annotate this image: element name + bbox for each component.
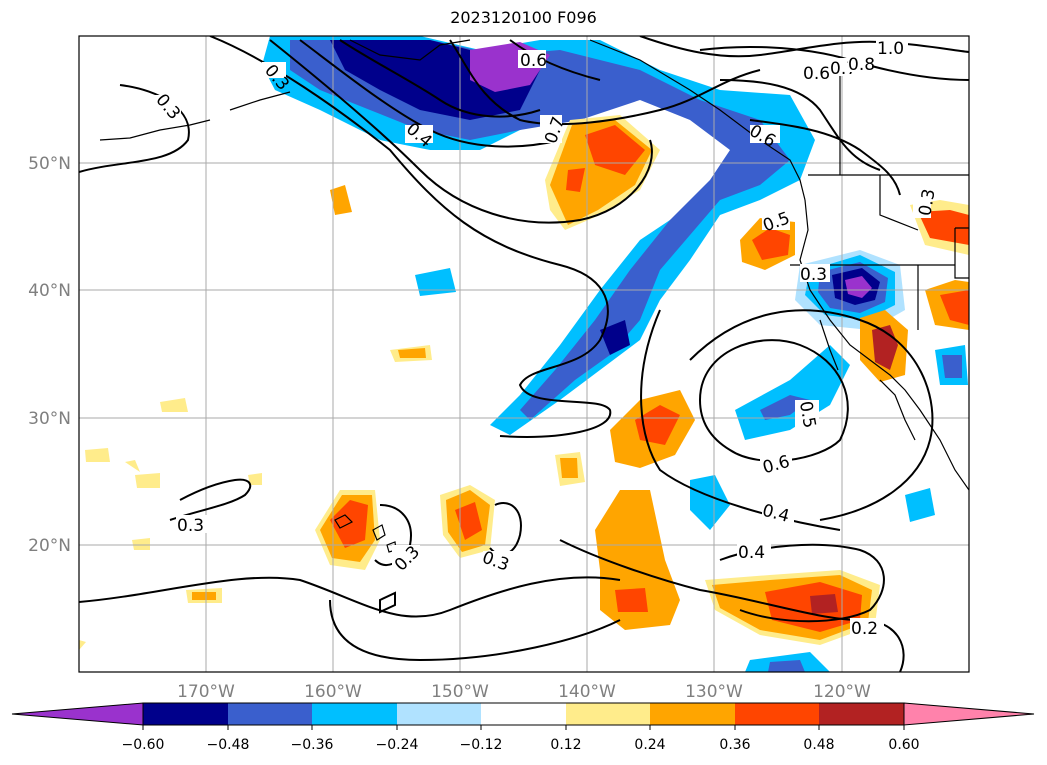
- lon-label-140w: 140°W: [558, 682, 616, 702]
- colorbar-segment: [481, 703, 566, 725]
- lon-label-160w: 160°W: [304, 682, 362, 702]
- longitude-labels: 170°W 160°W 150°W 140°W 130°W 120°W: [177, 682, 871, 702]
- lat-label-40n: 40°N: [28, 281, 71, 301]
- contour-label: 0.3: [177, 516, 204, 536]
- contour-label: 0.3: [800, 265, 827, 285]
- colorbar-extend-high: [903, 702, 1035, 726]
- contour-label: 0.6: [803, 64, 830, 84]
- colorbar-tick-label: 0.48: [803, 737, 834, 753]
- colorbar-tick-label: −0.36: [291, 737, 334, 753]
- colorbar-segment: [143, 703, 228, 725]
- colorbar-tick-label: −0.24: [376, 737, 419, 753]
- colorbar-segment: [819, 703, 904, 725]
- colorbar-segment: [397, 703, 481, 725]
- lat-label-20n: 20°N: [28, 536, 71, 556]
- colorbar-tick-label: 0.36: [719, 737, 750, 753]
- contour-label: 0.5: [795, 400, 819, 430]
- lon-label-130w: 130°W: [685, 682, 743, 702]
- colorbar: −0.60 −0.48 −0.36 −0.24 −0.12 0.12 0.24 …: [11, 702, 1035, 753]
- map-border: [78, 35, 970, 673]
- colorbar-tick-label: −0.60: [122, 737, 165, 753]
- contour-label: 0.4: [738, 543, 765, 563]
- plot-title: 2023120100 F096: [450, 8, 597, 27]
- contour-label: 0.6: [520, 51, 547, 71]
- latitude-labels: 20°N 30°N 40°N 50°N: [28, 154, 71, 556]
- colorbar-tick-label: 0.12: [550, 737, 581, 753]
- contour-labels: 0.3 0.3 0.4 0.6 0.7 0.6 0.7 0.8 1.0 0.6 …: [151, 38, 940, 639]
- contour-label: 0.2: [851, 619, 878, 639]
- lon-label-150w: 150°W: [431, 682, 489, 702]
- contour-lines: [79, 36, 969, 672]
- colorbar-tick-label: 0.60: [888, 737, 919, 753]
- lat-label-30n: 30°N: [28, 409, 71, 429]
- colorbar-extend-low: [11, 702, 144, 726]
- colorbar-tick-label: −0.48: [207, 737, 250, 753]
- lon-label-170w: 170°W: [177, 682, 235, 702]
- colorbar-segment: [312, 703, 397, 725]
- colorbar-segment: [735, 703, 819, 725]
- contour-label: 0.3: [915, 187, 939, 217]
- colorbar-tick-label: −0.12: [460, 737, 503, 753]
- contour-label: 1.0: [877, 39, 904, 59]
- lon-label-120w: 120°W: [813, 682, 871, 702]
- lat-label-50n: 50°N: [28, 154, 71, 174]
- colorbar-segment: [650, 703, 735, 725]
- colorbar-segment: [228, 703, 312, 725]
- positive-anomaly-fill: [79, 115, 969, 650]
- contour-label: 0.8: [848, 55, 875, 75]
- colorbar-tick-label: 0.24: [634, 737, 665, 753]
- colorbar-segment: [566, 703, 650, 725]
